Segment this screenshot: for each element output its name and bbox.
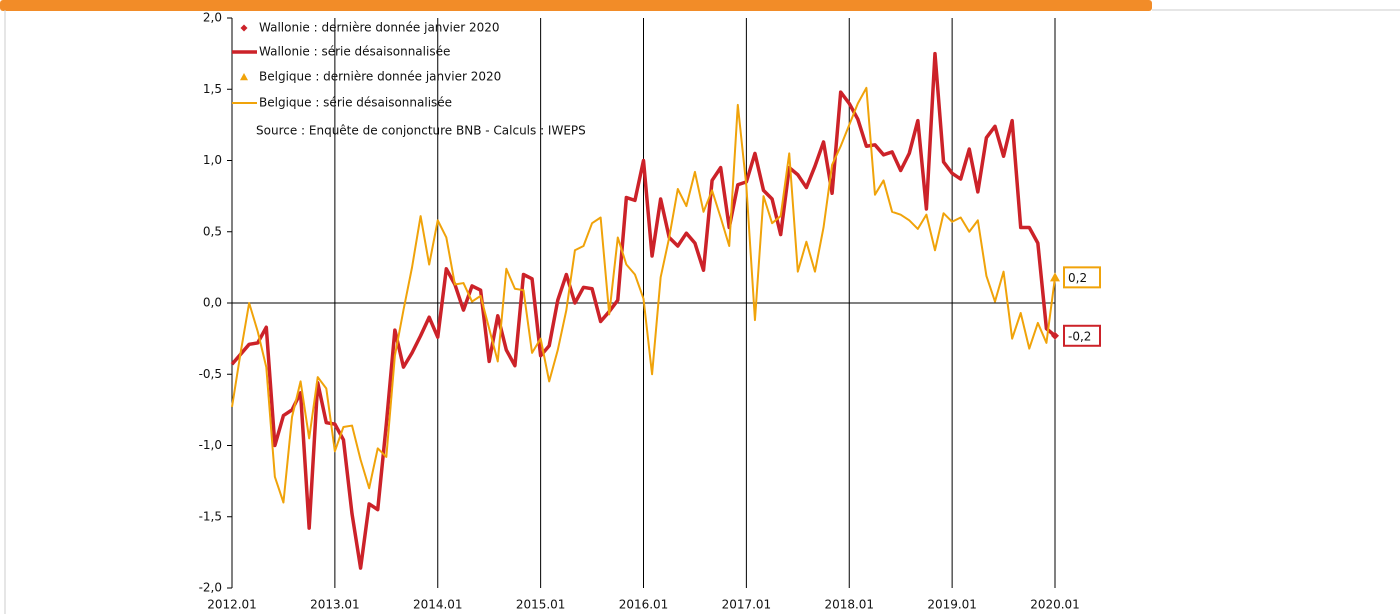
- x-tick-label: 2016.01: [619, 598, 669, 612]
- y-tick-label: 1,0: [203, 153, 222, 167]
- x-tick-label: 2012.01: [207, 598, 257, 612]
- x-tick-label: 2020.01: [1030, 598, 1080, 612]
- legend-label: Wallonie : série désaisonnalisée: [259, 45, 450, 59]
- x-tick-label: 2013.01: [310, 598, 360, 612]
- series-line: [231, 86, 1056, 504]
- legend-label: Wallonie : dernière donnée janvier 2020: [259, 21, 500, 35]
- y-tick-label: -1,5: [199, 509, 222, 523]
- legend-marker: [240, 73, 248, 81]
- legend-label: Belgique : série désaisonnalisée: [259, 96, 452, 110]
- series-line: [230, 51, 1057, 570]
- source-note: Source : Enquête de conjoncture BNB - Ca…: [256, 124, 586, 138]
- value-label: 0,2: [1068, 271, 1087, 285]
- x-tick-label: 2017.01: [722, 598, 772, 612]
- value-label: -0,2: [1068, 329, 1091, 343]
- legend-marker: [240, 24, 248, 32]
- marker: [1050, 272, 1060, 282]
- legend-label: Belgique : dernière donnée janvier 2020: [259, 70, 501, 84]
- x-tick-label: 2018.01: [824, 598, 874, 612]
- value-label-box: [1063, 266, 1101, 289]
- y-tick-label: 0,5: [203, 224, 222, 238]
- value-label-box: [1063, 324, 1101, 347]
- x-tick-label: 2019.01: [927, 598, 977, 612]
- y-tick-label: 0,0: [203, 296, 222, 310]
- y-tick-label: -1,0: [199, 438, 222, 452]
- y-tick-label: 1,5: [203, 82, 222, 96]
- y-tick-label: -2,0: [199, 581, 222, 595]
- x-tick-label: 2014.01: [413, 598, 463, 612]
- x-tick-label: 2015.01: [516, 598, 566, 612]
- y-tick-label: -0,5: [199, 367, 222, 381]
- y-tick-label: 2,0: [203, 11, 222, 25]
- top-bar: [0, 0, 1152, 11]
